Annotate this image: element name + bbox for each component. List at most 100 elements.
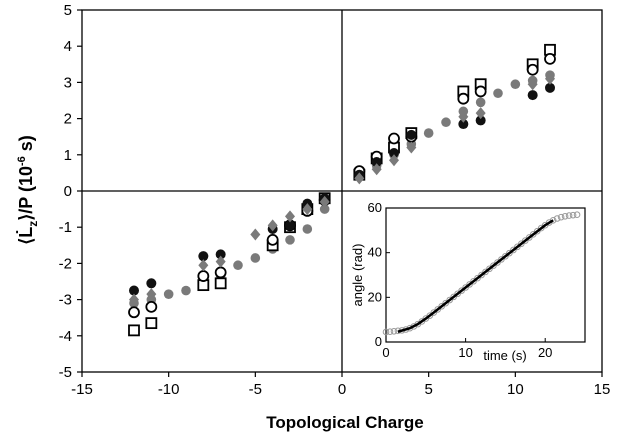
gray-circle-point bbox=[441, 117, 451, 128]
gray-circle-point bbox=[302, 224, 313, 234]
y-tick-label: 5 bbox=[64, 2, 72, 19]
open-circle-point bbox=[145, 300, 158, 313]
x-tick-label: 10 bbox=[507, 381, 524, 398]
gray-circle-point bbox=[493, 88, 503, 99]
open-circle-point bbox=[457, 92, 470, 105]
y-tick-label: 2 bbox=[64, 111, 72, 128]
inset-data-point bbox=[506, 249, 513, 257]
y-tick-label: 1 bbox=[64, 147, 72, 164]
open-square-point bbox=[128, 324, 140, 337]
inset-data-point bbox=[510, 246, 517, 254]
inset-data-point bbox=[525, 234, 533, 241]
gray-circle-point bbox=[181, 285, 191, 296]
gray-diamond-point bbox=[354, 172, 365, 185]
inset-data-point bbox=[446, 296, 453, 304]
inset-data-point bbox=[454, 290, 461, 298]
gray-circle-point bbox=[163, 289, 174, 299]
inset-data-point bbox=[565, 212, 573, 219]
x-tick-label: -10 bbox=[158, 381, 180, 398]
inset-y-tick-label: 20 bbox=[368, 289, 382, 304]
inset-data-point bbox=[462, 284, 469, 291]
inset-data-point bbox=[573, 211, 581, 218]
inset-y-tick-label: 40 bbox=[368, 245, 382, 260]
inset-data-point bbox=[382, 328, 390, 336]
y-axis-title-main: ⟨L̇ bbox=[15, 227, 36, 245]
filled-circle-point bbox=[475, 115, 486, 126]
x-tick-label: 5 bbox=[424, 381, 432, 398]
y-tick-label: -2 bbox=[59, 255, 72, 272]
inset-data-point bbox=[498, 256, 505, 263]
gray-circle-point bbox=[423, 128, 434, 138]
x-tick-label: -15 bbox=[71, 381, 93, 398]
inset-data-point bbox=[450, 293, 457, 301]
y-tick-label: -3 bbox=[59, 292, 72, 309]
inset-data-point bbox=[482, 268, 489, 276]
inset-data-point bbox=[522, 237, 529, 244]
open-circle-point bbox=[526, 63, 539, 76]
inset-y-tick-label: 0 bbox=[375, 334, 382, 349]
inset-data-point bbox=[466, 281, 473, 288]
gray-diamond-point bbox=[302, 203, 313, 216]
y-tick-label: -5 bbox=[59, 364, 72, 381]
inset-data-point bbox=[458, 287, 465, 294]
inset-data-point bbox=[442, 299, 450, 307]
inset-data-point bbox=[549, 216, 557, 224]
open-circle-point bbox=[266, 233, 279, 246]
gray-circle-point bbox=[510, 79, 521, 90]
gray-diamond-point bbox=[545, 72, 555, 85]
y-axis-title-unit: s) bbox=[16, 135, 36, 156]
inset-y-axis-title: angle (rad) bbox=[350, 244, 365, 307]
inset-data-point bbox=[390, 327, 398, 335]
gray-diamond-point bbox=[285, 210, 295, 223]
open-circle-point bbox=[214, 266, 227, 279]
y-axis-title: ⟨L̇z⟩/P (10-6 s) bbox=[15, 135, 40, 245]
y-tick-label: 0 bbox=[64, 183, 72, 200]
gray-circle-point bbox=[233, 260, 243, 271]
inset-x-tick-label: 0 bbox=[382, 345, 389, 360]
y-axis-title-sup: -6 bbox=[16, 156, 28, 166]
open-circle-point bbox=[128, 306, 140, 319]
inset-data-point bbox=[494, 259, 501, 266]
inset-x-tick-label: 20 bbox=[538, 345, 552, 360]
open-circle-point bbox=[197, 270, 210, 282]
y-tick-label: -1 bbox=[59, 219, 72, 236]
inset-x-tick-label: 10 bbox=[458, 345, 472, 360]
x-tick-label: -5 bbox=[249, 381, 262, 398]
gray-diamond-point bbox=[250, 228, 261, 241]
filled-circle-point bbox=[129, 285, 139, 296]
inset-data-point bbox=[474, 274, 481, 282]
inset-data-point bbox=[569, 211, 577, 219]
inset-data-point bbox=[529, 231, 537, 238]
open-circle-point bbox=[474, 85, 487, 98]
y-axis-title-sub: z bbox=[26, 221, 40, 227]
inset-data-point bbox=[514, 243, 521, 251]
gray-circle-point bbox=[250, 253, 261, 263]
open-square-point bbox=[214, 277, 227, 290]
inset-fit-line bbox=[397, 219, 554, 333]
inset-data-point bbox=[470, 277, 477, 285]
filled-circle-point bbox=[389, 147, 399, 158]
gray-diamond-point bbox=[406, 141, 417, 154]
inset-data-point bbox=[478, 271, 485, 279]
y-tick-label: -4 bbox=[59, 328, 72, 345]
gray-diamond-point bbox=[198, 259, 209, 272]
gray-diamond-point bbox=[527, 78, 538, 91]
gray-diamond-point bbox=[475, 107, 486, 120]
inset-data-point bbox=[533, 227, 541, 235]
filled-circle-point bbox=[527, 90, 538, 101]
inset-data-point bbox=[561, 212, 569, 220]
gray-diamond-point bbox=[146, 288, 157, 301]
inset-data-point bbox=[426, 312, 434, 319]
x-tick-label: 15 bbox=[594, 381, 611, 398]
filled-circle-point bbox=[146, 278, 157, 289]
inset-x-axis-title: time (s) bbox=[483, 348, 526, 363]
inset-data-point bbox=[434, 306, 442, 313]
inset-data-point bbox=[386, 328, 394, 336]
filled-circle-point bbox=[371, 157, 382, 168]
inset-data-point bbox=[486, 265, 493, 273]
filled-circle-point bbox=[215, 249, 226, 260]
x-tick-label: 0 bbox=[338, 381, 346, 398]
inset-data-point bbox=[490, 262, 497, 269]
